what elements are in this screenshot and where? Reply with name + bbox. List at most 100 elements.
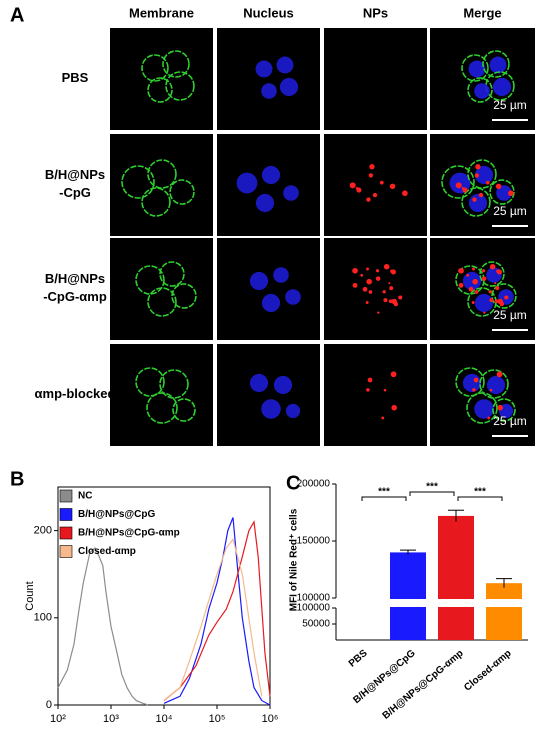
- nanoparticle: [504, 295, 509, 300]
- micrograph: [110, 344, 213, 446]
- nucleus: [492, 77, 512, 97]
- significance-bracket: [361, 496, 407, 501]
- x-tick-label: Closed-αmp: [462, 648, 513, 694]
- nucleus: [489, 56, 507, 74]
- row-label-line: PBS: [62, 70, 89, 85]
- histogram-line: [163, 517, 271, 706]
- legend-swatch: [59, 489, 73, 503]
- micrograph-background: [324, 344, 427, 446]
- membrane: [461, 54, 489, 82]
- nanoparticle: [381, 416, 385, 420]
- nanoparticle: [485, 180, 490, 185]
- nanoparticle: [389, 286, 394, 291]
- nanoparticle: [366, 197, 371, 202]
- scale-bar-label: 25 µm: [493, 308, 527, 322]
- significance-label: ***: [426, 482, 438, 493]
- nanoparticle: [478, 192, 484, 198]
- nucleus: [261, 293, 281, 313]
- nanoparticle: [497, 404, 503, 411]
- micrograph-background: [324, 238, 427, 340]
- x-tick-label: 10⁵: [209, 713, 226, 725]
- nanoparticle: [458, 282, 464, 288]
- micrograph-background: [430, 238, 535, 340]
- nucleus: [279, 77, 299, 97]
- row-label-line: B/H@NPs: [45, 167, 105, 182]
- nanoparticle: [487, 416, 491, 420]
- nanoparticle: [375, 276, 381, 281]
- membrane: [147, 77, 173, 103]
- nanoparticle: [468, 286, 474, 292]
- x-tick-label: PBS: [347, 648, 370, 670]
- nanoparticle: [349, 182, 356, 189]
- y-tick-label: 100: [34, 612, 52, 624]
- significance-bracket: [409, 491, 455, 496]
- membrane: [491, 283, 517, 309]
- legend-label: B/H@NPs@CpG-αmp: [78, 528, 180, 539]
- x-tick-label: 10⁶: [262, 713, 279, 725]
- nucleus: [285, 289, 301, 305]
- nucleus: [249, 373, 269, 393]
- y-tick-label: 100000: [297, 603, 331, 614]
- nanoparticle: [389, 183, 396, 190]
- y-tick-label: 200: [34, 525, 52, 537]
- micrograph: [324, 238, 427, 340]
- nanoparticle: [366, 267, 369, 271]
- micrograph-background: [110, 134, 213, 236]
- nanoparticle: [474, 173, 480, 178]
- nucleus: [255, 60, 273, 78]
- nanoparticle: [499, 301, 505, 307]
- membrane: [466, 392, 498, 424]
- column-header: Nucleus: [243, 5, 294, 20]
- nucleus: [474, 293, 494, 313]
- nanoparticle: [365, 301, 369, 304]
- micrograph: [217, 28, 320, 130]
- nanoparticle: [471, 301, 475, 304]
- bar: [438, 515, 474, 640]
- micrograph-background: [217, 238, 320, 340]
- nanoparticle: [483, 311, 486, 314]
- membrane: [479, 261, 505, 287]
- micrograph-background: [324, 28, 427, 130]
- nanoparticle: [360, 273, 364, 277]
- nucleus: [474, 399, 494, 419]
- nanoparticle: [508, 190, 514, 197]
- membrane: [485, 71, 515, 101]
- column-header: Membrane: [129, 5, 194, 20]
- nanoparticle: [393, 301, 399, 307]
- membrane: [141, 187, 171, 217]
- histogram-line: [163, 520, 271, 702]
- nucleus: [255, 193, 275, 213]
- nanoparticle: [383, 388, 387, 392]
- nanoparticle: [362, 286, 368, 292]
- nanoparticle: [473, 377, 479, 383]
- nanoparticle: [377, 311, 380, 314]
- y-tick-label: 200000: [297, 479, 331, 490]
- row-label-line: -CpG: [59, 185, 91, 200]
- nucleus: [285, 403, 301, 419]
- nanoparticle: [383, 263, 390, 270]
- micrograph: [217, 344, 320, 446]
- nanoparticle: [390, 371, 397, 378]
- nanoparticle: [388, 282, 391, 285]
- nanoparticle: [488, 290, 492, 294]
- nucleus: [261, 399, 281, 419]
- nanoparticle: [472, 197, 477, 202]
- nanoparticle: [472, 267, 475, 271]
- panel-label: C: [286, 472, 300, 494]
- row-label-line: αmp-blocked: [35, 386, 116, 401]
- nanoparticle: [368, 173, 374, 178]
- nanoparticle: [472, 388, 476, 392]
- significance-label: ***: [378, 487, 390, 498]
- nanoparticle: [489, 263, 496, 270]
- scale-bar-label: 25 µm: [493, 414, 527, 428]
- histogram-line: [163, 537, 263, 702]
- micrograph: 25 µm: [430, 134, 535, 236]
- bar: [390, 552, 426, 640]
- nanoparticle: [481, 276, 487, 281]
- nanoparticle: [390, 269, 394, 273]
- nucleus: [273, 375, 293, 395]
- nucleus: [496, 185, 512, 201]
- nanoparticle: [356, 187, 362, 193]
- membrane: [171, 283, 197, 309]
- membrane: [479, 369, 509, 399]
